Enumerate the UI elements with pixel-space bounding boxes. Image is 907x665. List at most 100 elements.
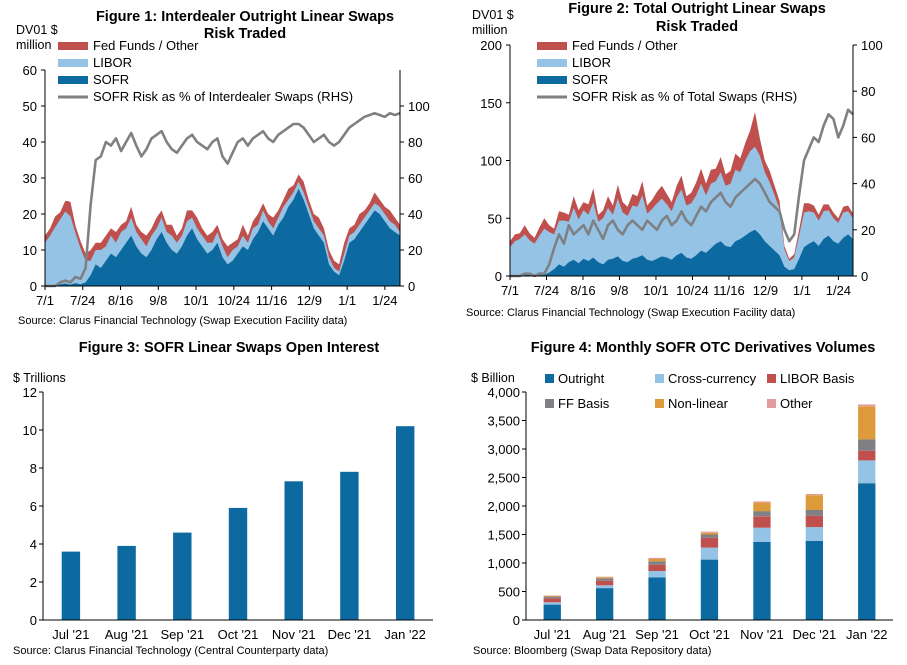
fig3-x-axis: Jul '21 Aug '21 Sep '21 Oct '21 Nov '21 Dec '…: [52, 627, 426, 642]
fig4-bar-segment: [596, 578, 614, 581]
fig1-y-axis: 0 10 20 30 40 50 60: [23, 63, 45, 294]
fig4-bar-segment: [700, 531, 719, 533]
fig3-xtick-label: Jan '22: [384, 627, 426, 642]
fig4-bar-segment: [543, 596, 561, 597]
fig4-source: Source: Bloomberg (Swap Data Repository …: [473, 645, 711, 657]
fig1-xtick-label: 7/24: [70, 293, 95, 308]
fig4-bar-segment: [858, 439, 876, 451]
figure-3: Figure 3: SOFR Linear Swaps Open Interes…: [13, 340, 433, 657]
fig1-ytick-label: 60: [23, 63, 37, 78]
fig4-bar-segment: [648, 559, 666, 562]
fig1-xtick-label: 1/24: [372, 293, 397, 308]
fig3-xtick-label: Oct '21: [218, 627, 259, 642]
fig2-source: Source: Clarus Financial Technology (Swa…: [466, 307, 795, 319]
fig4-xtick-label: Jul '21: [534, 627, 571, 642]
fig2-xtick-label: 10/24: [676, 283, 709, 298]
fig4-bar-segment: [543, 596, 561, 599]
fig3-bar: [117, 545, 136, 620]
fig3-bar: [228, 507, 248, 620]
fig3-y-axis: 0 2 4 6 8 10 12: [23, 385, 43, 628]
fig2-y2tick-label: 40: [861, 177, 875, 192]
fig1-legend: Fed Funds / Other LIBOR SOFR SOFR Risk a…: [58, 38, 353, 104]
fig1-ytick-label: 0: [30, 279, 37, 294]
fig4-xtick-label: Nov '21: [740, 627, 784, 642]
fig2-ytick-label: 0: [495, 269, 502, 284]
fig4-bar-segment: [700, 532, 719, 535]
fig4-bar-segment: [753, 511, 771, 517]
fig1-xtick-label: 7/1: [36, 293, 54, 308]
fig4-legend-swatch-liborbasis: [767, 374, 776, 383]
fig2-area-sofr: [510, 229, 853, 276]
fig4-x-axis: Jul '21 Aug '21 Sep '21 Oct '21 Nov '21 Dec '…: [534, 627, 888, 642]
fig1-xtick-label: 12/9: [297, 293, 322, 308]
fig4-legend-ffbasis: FF Basis: [558, 396, 610, 411]
fig3-ytick-label: 4: [30, 537, 37, 552]
fig1-legend-swatch-libor: [58, 59, 88, 67]
fig4-bar-segment: [753, 527, 771, 542]
fig2-y2-axis: 0 20 40 60 80 100: [853, 38, 883, 284]
figure-2: Figure 2: Total Outright Linear Swaps Ri…: [466, 1, 883, 319]
fig1-y2tick-label: 40: [408, 207, 422, 222]
fig3-bar: [61, 551, 81, 620]
fig1-y2tick-label: 0: [408, 279, 415, 294]
fig4-bar-segment: [805, 515, 823, 528]
fig4-legend: Outright Cross-currency LIBOR Basis FF B…: [545, 371, 855, 411]
fig2-xtick-label: 7/1: [501, 283, 519, 298]
fig3-bar: [396, 426, 415, 620]
fig2-legend-sofr: SOFR: [572, 72, 608, 87]
fig1-ytick-label: 40: [23, 135, 37, 150]
fig4-bar-segment: [858, 483, 876, 620]
fig3-bar: [284, 481, 303, 620]
fig4-bar-segment: [700, 537, 719, 548]
fig4-bar-segment: [805, 540, 823, 620]
fig2-legend-swatch-fed: [537, 42, 567, 50]
figure-4: Figure 4: Monthly SOFR OTC Derivatives V…: [471, 340, 893, 657]
fig1-y2tick-label: 100: [408, 99, 430, 114]
fig3-xtick-label: Aug '21: [105, 627, 149, 642]
fig4-ytick-label: 500: [498, 585, 520, 600]
fig4-bar-segment: [753, 501, 771, 503]
fig4-bar-segment: [753, 502, 771, 512]
fig1-legend-libor: LIBOR: [93, 55, 132, 70]
fig4-bar-segment: [543, 604, 561, 620]
fig4-bar-segment: [858, 404, 876, 407]
fig4-bar-segment: [858, 406, 876, 440]
fig4-bar-segment: [648, 564, 666, 571]
fig4-bar-segment: [596, 577, 614, 579]
fig4-bar-segment: [543, 602, 561, 605]
fig4-ytick-label: 2,500: [487, 471, 520, 486]
fig1-ylabel-line2: million: [16, 38, 51, 52]
fig3-source: Source: Clarus Financial Technology (Cen…: [13, 645, 328, 657]
fig4-bar-segment: [858, 460, 876, 484]
fig4-xtick-label: Dec '21: [793, 627, 837, 642]
fig4-xtick-label: Aug '21: [583, 627, 627, 642]
fig1-area-sofr: [45, 188, 400, 286]
fig4-xtick-label: Sep '21: [635, 627, 679, 642]
fig2-xtick-label: 9/8: [610, 283, 628, 298]
fig4-bar-segment: [543, 598, 561, 603]
fig2-ytick-label: 200: [480, 38, 502, 53]
fig1-ytick-label: 20: [23, 207, 37, 222]
fig3-ytick-label: 12: [23, 385, 37, 400]
fig2-y-axis: 0 50 100 150 200: [480, 38, 510, 284]
fig4-plot-area: [525, 392, 893, 621]
fig2-x-axis: 7/1 7/24 8/16 9/8 10/1 10/24 11/16 12/9 1/1 1/24: [501, 276, 851, 298]
fig1-xtick-label: 11/16: [256, 293, 288, 308]
fig4-ylabel: $ Billion: [471, 371, 515, 385]
fig2-ytick-label: 150: [480, 96, 502, 111]
fig4-legend-nonlinear: Non-linear: [668, 396, 729, 411]
fig1-y2-axis: 0 20 40 60 80 100: [400, 99, 430, 294]
fig2-y2tick-label: 60: [861, 130, 875, 145]
fig4-legend-swatch-nonlinear: [655, 399, 664, 408]
fig1-y2tick-label: 80: [408, 135, 422, 150]
fig4-bar-segment: [805, 495, 823, 510]
fig2-legend-swatch-libor: [537, 59, 567, 67]
figure-1: Figure 1: Interdealer Outright Linear Sw…: [16, 9, 430, 327]
fig1-legend-sofr: SOFR: [93, 72, 129, 87]
fig2-legend-fed: Fed Funds / Other: [572, 38, 678, 53]
fig2-xtick-label: 8/16: [570, 283, 595, 298]
fig3-bar: [340, 471, 359, 620]
fig3-xtick-label: Dec '21: [328, 627, 372, 642]
fig2-ylabel-line1: DV01 $: [472, 8, 514, 22]
fig1-x-axis: 7/1 7/24 8/16 9/8 10/1 10/24 11/16 12/9 1/1 1/24: [36, 286, 398, 308]
